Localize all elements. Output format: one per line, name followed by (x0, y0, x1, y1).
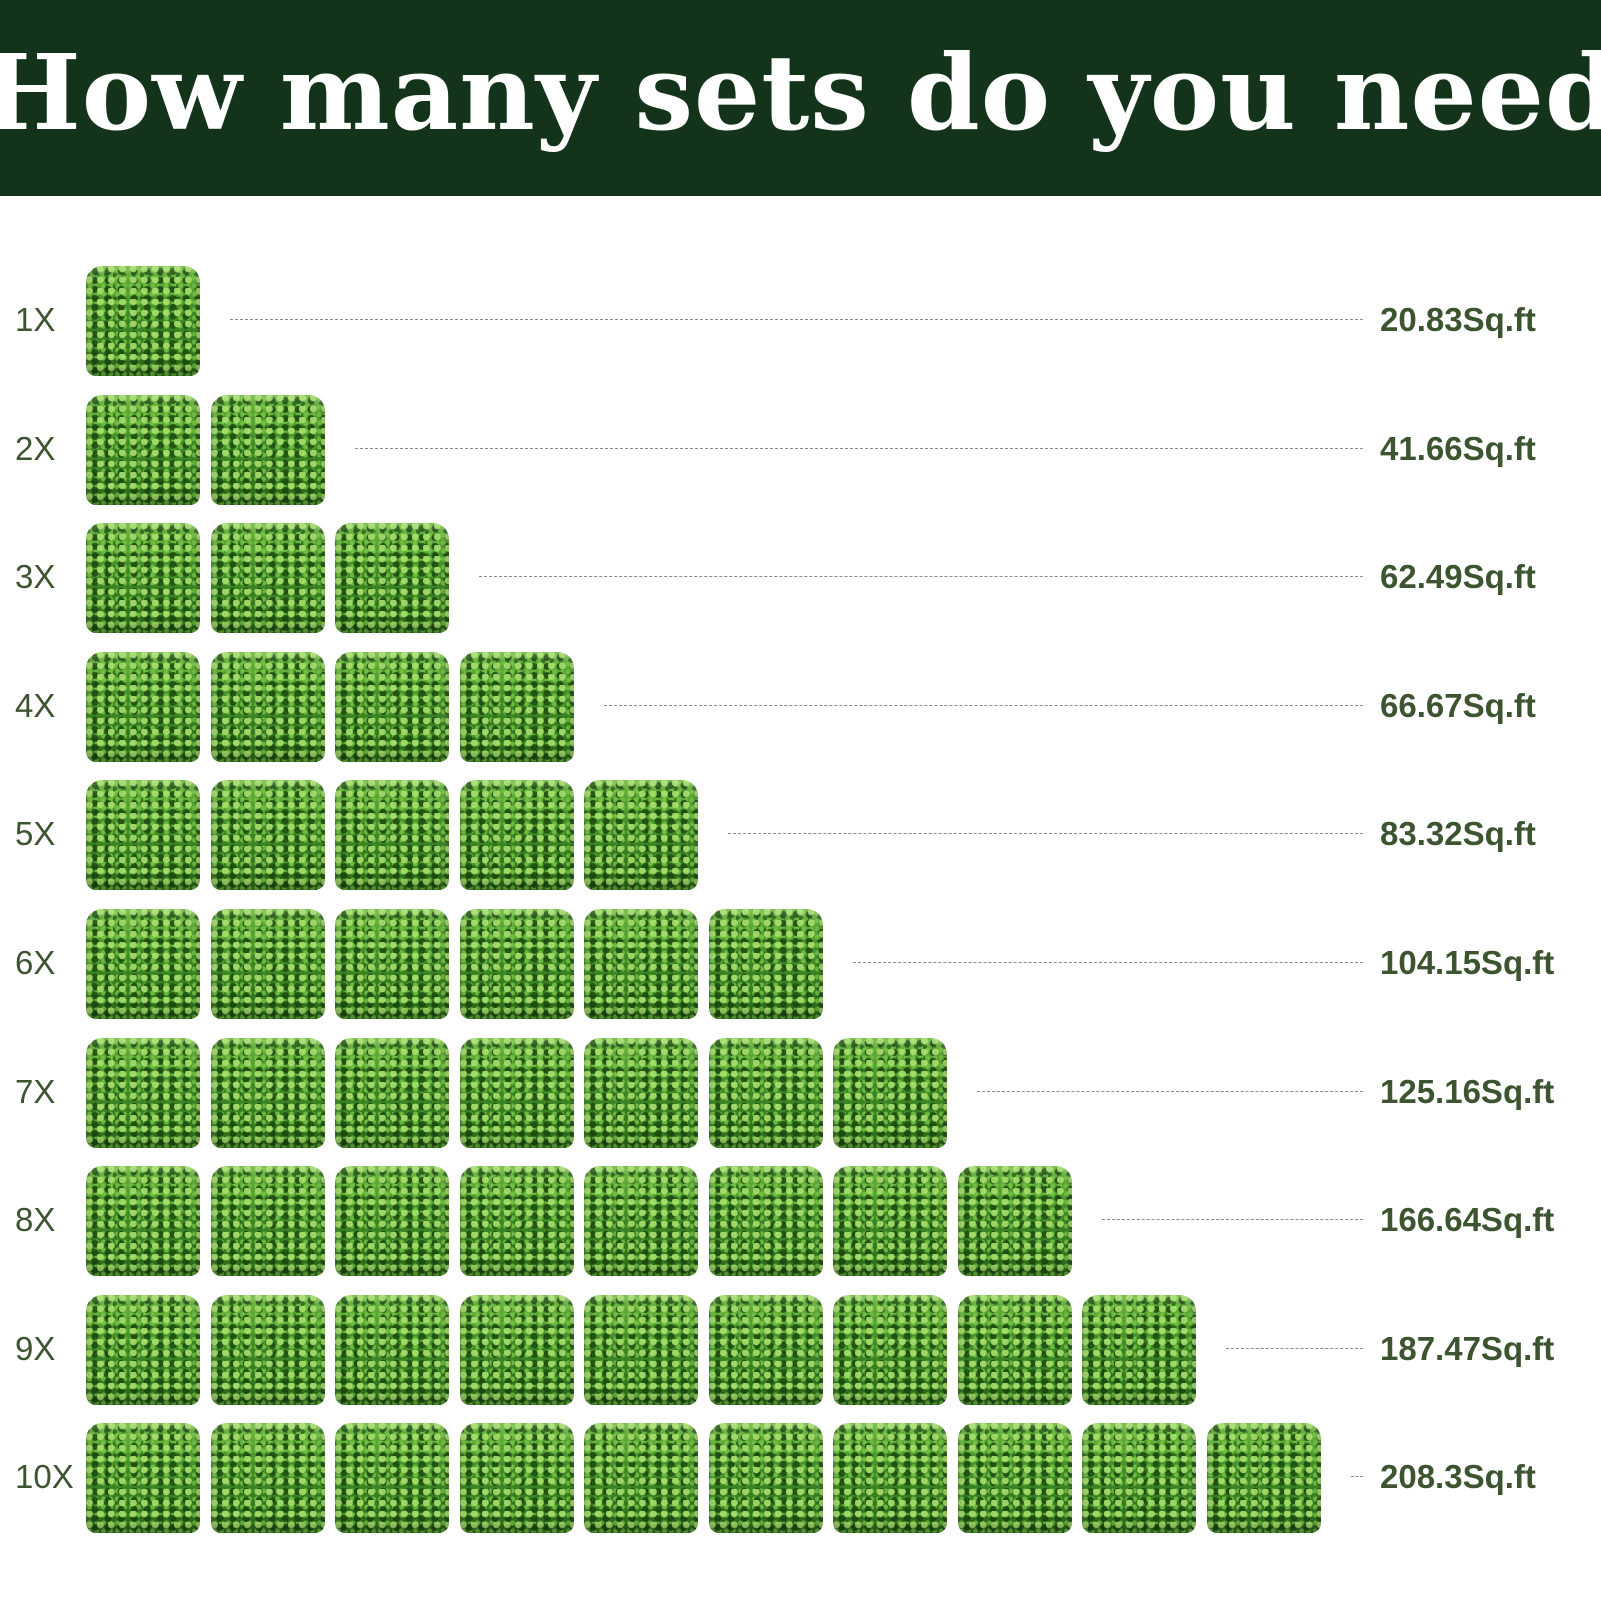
boxwood-panel-icon (335, 780, 449, 891)
boxwood-panel-icon (210, 1037, 325, 1148)
row-multiplier-label: 8X (15, 1201, 56, 1239)
boxwood-panel-icon (957, 1423, 1072, 1534)
boxwood-panel-icon (459, 1037, 574, 1148)
boxwood-panel-icon (210, 1166, 325, 1277)
boxwood-panel-icon (833, 1037, 947, 1148)
boxwood-panel-icon (833, 1423, 947, 1534)
boxwood-panel-icon (335, 523, 449, 634)
coverage-area-value: 20.83Sq.ft (1380, 301, 1536, 338)
boxwood-panel-icon (708, 1423, 823, 1534)
set-row: 2X 41.66Sq.ft (0, 391, 1601, 507)
title-banner: How many sets do you need (0, 0, 1601, 196)
boxwood-panel-icon (210, 651, 325, 762)
boxwood-panel-icon (708, 1294, 823, 1405)
boxwood-panel-icon (957, 1166, 1072, 1277)
boxwood-panel-icon (833, 1294, 947, 1405)
boxwood-panel-icon (708, 1037, 823, 1148)
boxwood-panel-icon (459, 1294, 574, 1405)
dashed-leader-line (1350, 1476, 1363, 1478)
set-row: 5X 83.32Sq.ft (0, 776, 1601, 892)
boxwood-panel-icon (335, 1423, 449, 1534)
dashed-leader-line (479, 576, 1363, 578)
boxwood-panel-icon (584, 1294, 698, 1405)
boxwood-panel-icon (86, 1166, 200, 1277)
boxwood-panel-icon (210, 780, 325, 891)
coverage-area-value: 62.49Sq.ft (1380, 558, 1536, 596)
boxwood-panel-icon (459, 909, 574, 1019)
boxwood-panel-icon (708, 909, 823, 1019)
dashed-leader-line (354, 447, 1363, 449)
boxwood-panel-icon (459, 651, 574, 762)
row-multiplier-label: 2X (15, 429, 56, 467)
boxwood-panel-icon (584, 1166, 698, 1277)
boxwood-panel-icon (210, 1294, 325, 1405)
boxwood-panel-icon (210, 523, 325, 634)
boxwood-panel-icon (335, 1166, 449, 1277)
row-multiplier-label: 4X (15, 686, 56, 724)
boxwood-panel-icon (833, 1166, 947, 1277)
boxwood-panel-icon (86, 651, 200, 762)
coverage-area-value: 104.15Sq.ft (1380, 944, 1555, 981)
coverage-area-value: 208.3Sq.ft (1380, 1458, 1536, 1496)
set-row: 9X 187.47Sq.ft (0, 1291, 1601, 1407)
coverage-area-value: 166.64Sq.ft (1380, 1201, 1555, 1239)
coverage-area-value: 41.66Sq.ft (1380, 429, 1536, 467)
boxwood-panel-icon (1082, 1294, 1196, 1405)
boxwood-panel-icon (86, 1294, 200, 1405)
boxwood-panel-icon (584, 780, 698, 891)
dashed-leader-line (1226, 1347, 1363, 1349)
boxwood-panel-icon (86, 909, 200, 1019)
dashed-leader-line (230, 319, 1363, 320)
set-row: 4X 66.67Sq.ft (0, 648, 1601, 764)
row-multiplier-label: 9X (15, 1329, 56, 1367)
row-multiplier-label: 1X (15, 301, 56, 338)
row-multiplier-label: 3X (15, 558, 56, 596)
boxwood-panel-icon (459, 1166, 574, 1277)
boxwood-panel-icon (210, 1423, 325, 1534)
boxwood-panel-icon (335, 1294, 449, 1405)
set-row: 1X 20.83Sq.ft (0, 262, 1601, 378)
set-row: 10X 208.3Sq.ft (0, 1419, 1601, 1535)
boxwood-panel-icon (210, 394, 325, 505)
boxwood-panel-icon (459, 780, 574, 891)
row-multiplier-label: 6X (15, 944, 56, 981)
boxwood-panel-icon (210, 909, 325, 1019)
boxwood-panel-icon (86, 523, 200, 634)
set-row: 7X 125.16Sq.ft (0, 1034, 1601, 1150)
page-title: How many sets do you need (0, 31, 1601, 154)
boxwood-panel-icon (1082, 1423, 1196, 1534)
row-multiplier-label: 7X (15, 1072, 56, 1110)
dashed-leader-line (728, 833, 1363, 835)
boxwood-panel-icon (584, 1423, 698, 1534)
coverage-area-value: 187.47Sq.ft (1380, 1329, 1555, 1367)
coverage-area-value: 66.67Sq.ft (1380, 686, 1536, 724)
boxwood-panel-icon (86, 1037, 200, 1148)
set-row: 3X 62.49Sq.ft (0, 519, 1601, 635)
coverage-area-value: 83.32Sq.ft (1380, 815, 1536, 853)
boxwood-panel-icon (86, 394, 200, 505)
set-row: 6X 104.15Sq.ft (0, 905, 1601, 1021)
dashed-leader-line (603, 704, 1363, 706)
boxwood-panel-icon (86, 780, 200, 891)
boxwood-panel-icon (335, 909, 449, 1019)
coverage-area-value: 125.16Sq.ft (1380, 1072, 1555, 1110)
boxwood-panel-icon (957, 1294, 1072, 1405)
boxwood-panel-icon (708, 1166, 823, 1277)
boxwood-panel-icon (335, 651, 449, 762)
boxwood-panel-icon (584, 909, 698, 1019)
boxwood-panel-icon (1206, 1423, 1321, 1534)
row-multiplier-label: 10X (15, 1458, 74, 1496)
set-row: 8X 166.64Sq.ft (0, 1162, 1601, 1278)
boxwood-panel-icon (86, 266, 200, 376)
boxwood-panel-icon (459, 1423, 574, 1534)
boxwood-panel-icon (86, 1423, 200, 1534)
dashed-leader-line (852, 962, 1363, 963)
dashed-leader-line (1101, 1219, 1363, 1221)
dashed-leader-line (977, 1090, 1363, 1092)
boxwood-panel-icon (335, 1037, 449, 1148)
boxwood-panel-icon (584, 1037, 698, 1148)
row-multiplier-label: 5X (15, 815, 56, 853)
